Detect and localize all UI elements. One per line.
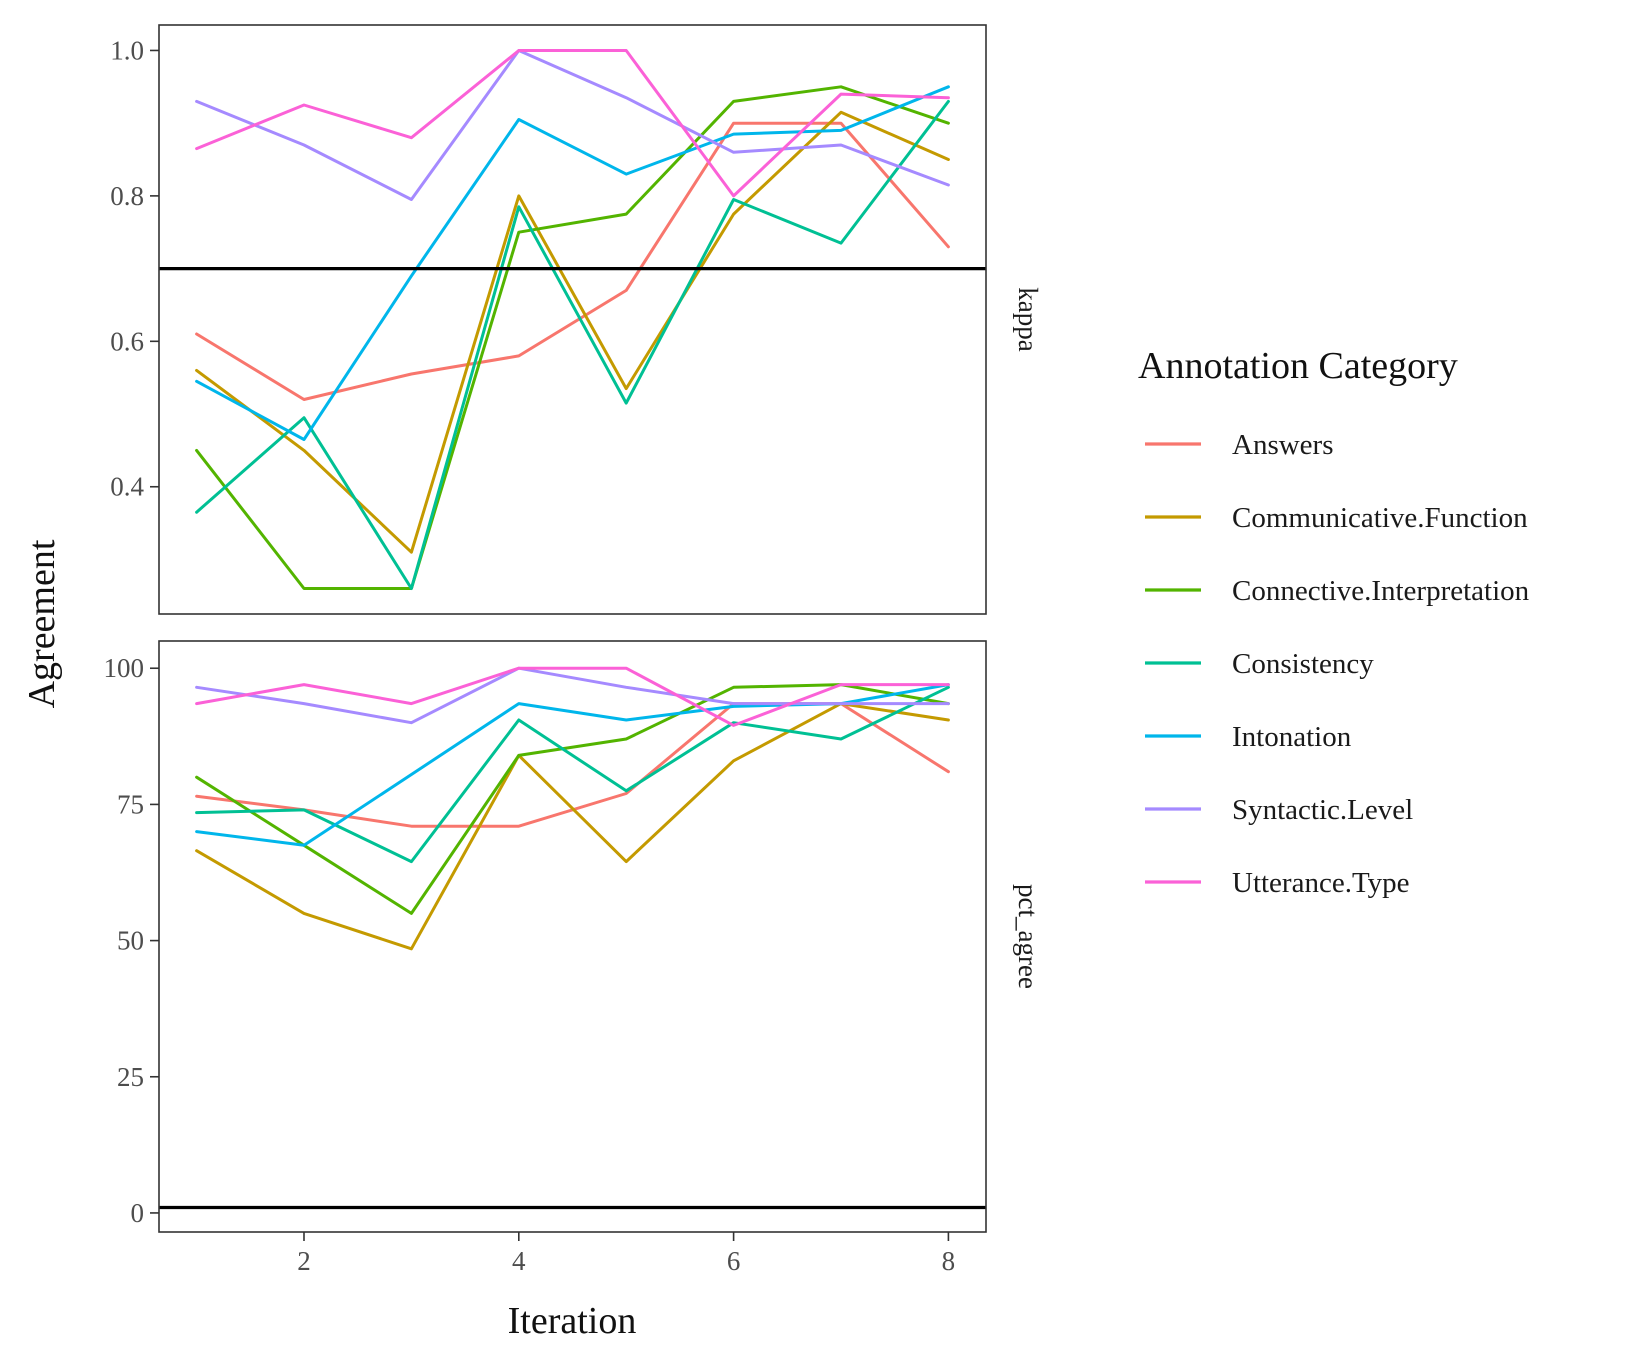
series-line-syntactic-level: [195, 666, 950, 725]
panel-border: [158, 24, 987, 615]
y-tick-label: 75: [117, 789, 144, 819]
legend-item: Consistency: [1145, 648, 1374, 680]
legend-label: Consistency: [1232, 648, 1374, 680]
x-tick-label: 4: [512, 1246, 526, 1276]
legend-label: Syntactic.Level: [1232, 794, 1413, 826]
series-line-consistency: [195, 685, 950, 864]
x-tick-label: 8: [942, 1246, 956, 1276]
legend-label: Utterance.Type: [1232, 867, 1410, 899]
legend-item: Communicative.Function: [1145, 502, 1528, 534]
series-line-utterance-type: [195, 49, 950, 198]
series-line-answers: [195, 121, 950, 401]
y-tick-label: 25: [117, 1062, 144, 1092]
panel-border: [158, 640, 987, 1233]
x-tick-label: 2: [297, 1246, 311, 1276]
legend-item: Utterance.Type: [1145, 867, 1410, 899]
legend-label: Communicative.Function: [1232, 502, 1528, 534]
series-line-intonation: [195, 683, 950, 847]
legend-item: Intonation: [1145, 721, 1352, 753]
legend-label: Connective.Interpretation: [1232, 575, 1530, 607]
y-tick-label: 0.6: [110, 326, 144, 356]
series-line-communicative-function: [195, 110, 950, 554]
series-line-connective-interpretation: [195, 85, 950, 590]
legend-items: Answers Communicative.Function Connective.…: [1145, 429, 1530, 899]
series-line-syntactic-level: [195, 49, 950, 201]
series-line-communicative-function: [195, 702, 950, 951]
y-tick-label: 100: [104, 653, 145, 683]
strip-label-kappa: kappa: [1013, 287, 1043, 351]
legend-item: Syntactic.Level: [1145, 794, 1413, 826]
legend-label: Intonation: [1232, 721, 1352, 753]
y-axis-title: Agreement: [21, 539, 63, 708]
strip-label-pct-agree: pct_agree: [1013, 884, 1043, 989]
series-line-intonation: [195, 85, 950, 441]
panel-kappa: 0.4 0.6 0.8 1.0: [110, 24, 987, 615]
x-axis: 2 4 6 8: [297, 1232, 955, 1276]
legend-title: Annotation Category: [1138, 345, 1458, 387]
y-tick-label: 50: [117, 926, 144, 956]
x-axis-title: Iteration: [508, 1300, 637, 1342]
x-tick-label: 6: [727, 1246, 741, 1276]
y-tick-label: 0: [131, 1198, 145, 1228]
series-line-consistency: [195, 99, 950, 590]
panels-layer: 0.4 0.6 0.8 1.0 0 25 50 75 100 2 4 6 8: [104, 24, 987, 1276]
strip-labels: kappa pct_agree: [1013, 287, 1043, 989]
y-tick-label: 0.8: [110, 181, 144, 211]
panel-pct_agree: 0 25 50 75 100: [104, 640, 987, 1233]
y-tick-label: 0.4: [110, 472, 144, 502]
legend-item: Answers: [1145, 429, 1334, 461]
y-tick-label: 1.0: [110, 35, 144, 65]
legend: Annotation Category Answers Communicative…: [1138, 345, 1530, 899]
series-line-connective-interpretation: [195, 683, 950, 915]
series-line-utterance-type: [195, 666, 950, 727]
legend-label: Answers: [1232, 429, 1334, 461]
legend-item: Connective.Interpretation: [1145, 575, 1530, 607]
